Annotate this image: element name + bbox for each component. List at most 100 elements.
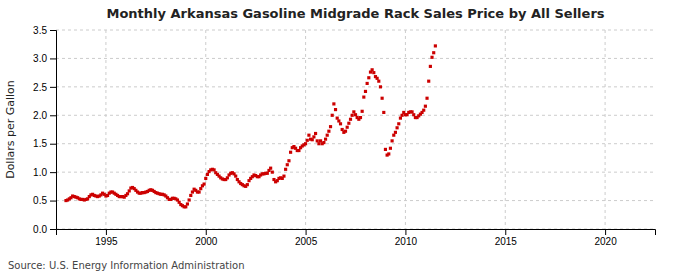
tick-mark	[106, 229, 107, 235]
point	[347, 122, 350, 125]
point	[425, 97, 428, 100]
grid-line-y	[56, 200, 655, 201]
point	[282, 175, 285, 178]
grid-line-x	[305, 30, 306, 229]
tick: 2.5	[33, 82, 56, 93]
tick-label: 0.0	[33, 224, 47, 235]
chart-container: 1995200020052010201520200.00.51.01.52.02…	[0, 0, 675, 275]
annotation: Source: U.S. Energy Information Administ…	[8, 260, 245, 271]
point	[349, 118, 352, 121]
point	[354, 113, 357, 116]
point	[226, 176, 229, 179]
point	[316, 139, 319, 142]
tick: 2000	[195, 229, 218, 247]
point	[246, 183, 249, 186]
point	[189, 194, 192, 197]
tick-mark	[50, 144, 56, 145]
grid-line-y	[56, 30, 655, 31]
tick-mark	[306, 229, 307, 235]
tick-mark	[50, 87, 56, 88]
tick-mark	[605, 229, 606, 235]
point	[284, 168, 287, 171]
tick: 2005	[295, 229, 318, 247]
tick-label: 1.0	[33, 167, 47, 178]
point	[352, 110, 355, 113]
tick-mark	[50, 30, 56, 31]
point	[186, 202, 189, 205]
point	[424, 105, 427, 108]
tick-label: 1995	[95, 236, 118, 247]
tick-mark	[50, 229, 56, 230]
point	[329, 125, 332, 128]
tick-label: 2.0	[33, 110, 47, 121]
tick-label: 3.0	[33, 53, 47, 64]
point	[387, 152, 390, 155]
grid-line-x	[405, 30, 406, 229]
point	[391, 139, 394, 142]
tick-mark	[50, 115, 56, 116]
point	[266, 172, 269, 175]
tick-label: 2010	[395, 236, 418, 247]
point	[206, 173, 209, 176]
point	[319, 139, 322, 142]
point	[204, 177, 207, 180]
point	[381, 97, 384, 100]
point	[286, 163, 289, 166]
tick: 2.0	[33, 110, 56, 121]
grid-line-y	[56, 143, 655, 144]
tick: 1.5	[33, 138, 56, 149]
chart-svg: 1995200020052010201520200.00.51.01.52.02…	[0, 0, 675, 275]
point	[379, 85, 382, 88]
point	[410, 110, 413, 113]
point	[401, 114, 404, 117]
y-axis-label: Dollars per Gallon	[4, 80, 17, 179]
point	[362, 96, 365, 99]
tick: 2015	[495, 229, 518, 247]
point	[332, 102, 335, 105]
point	[397, 122, 400, 125]
point	[366, 82, 369, 85]
tick-mark	[50, 58, 56, 59]
point	[361, 110, 364, 113]
point	[351, 114, 354, 117]
point	[128, 189, 131, 192]
point	[191, 190, 194, 193]
point	[331, 114, 334, 117]
point	[289, 151, 292, 154]
point	[359, 116, 362, 119]
point	[126, 192, 129, 195]
point	[364, 90, 367, 93]
point	[306, 139, 309, 142]
point	[287, 159, 290, 162]
tick-label: 2015	[495, 236, 518, 247]
point	[198, 190, 201, 193]
point	[337, 119, 340, 122]
point	[184, 205, 187, 208]
tick-mark	[50, 201, 56, 202]
tick-label: 2000	[195, 236, 218, 247]
point	[392, 134, 395, 137]
point	[346, 126, 349, 129]
point	[326, 134, 329, 137]
tick-mark	[50, 172, 56, 173]
tick-label: 1.5	[33, 138, 47, 149]
y-axis: 0.00.51.01.52.02.53.03.5	[33, 25, 56, 235]
tick-label: 2.5	[33, 82, 47, 93]
grid-line-x	[605, 30, 606, 229]
grid-line-x	[505, 30, 506, 229]
tick-label: 2020	[594, 236, 617, 247]
point	[427, 80, 430, 83]
axis-line	[57, 230, 656, 236]
tick: 2010	[395, 229, 418, 247]
point	[376, 77, 379, 80]
grid-line-x	[105, 30, 106, 229]
point	[199, 187, 202, 190]
tick-mark	[405, 229, 406, 235]
point	[339, 122, 342, 125]
point	[422, 109, 425, 112]
grid-line-y	[56, 58, 655, 59]
tick-label: 3.5	[33, 25, 47, 36]
point	[394, 131, 397, 134]
point	[429, 65, 432, 68]
tick: 0.0	[33, 224, 56, 235]
